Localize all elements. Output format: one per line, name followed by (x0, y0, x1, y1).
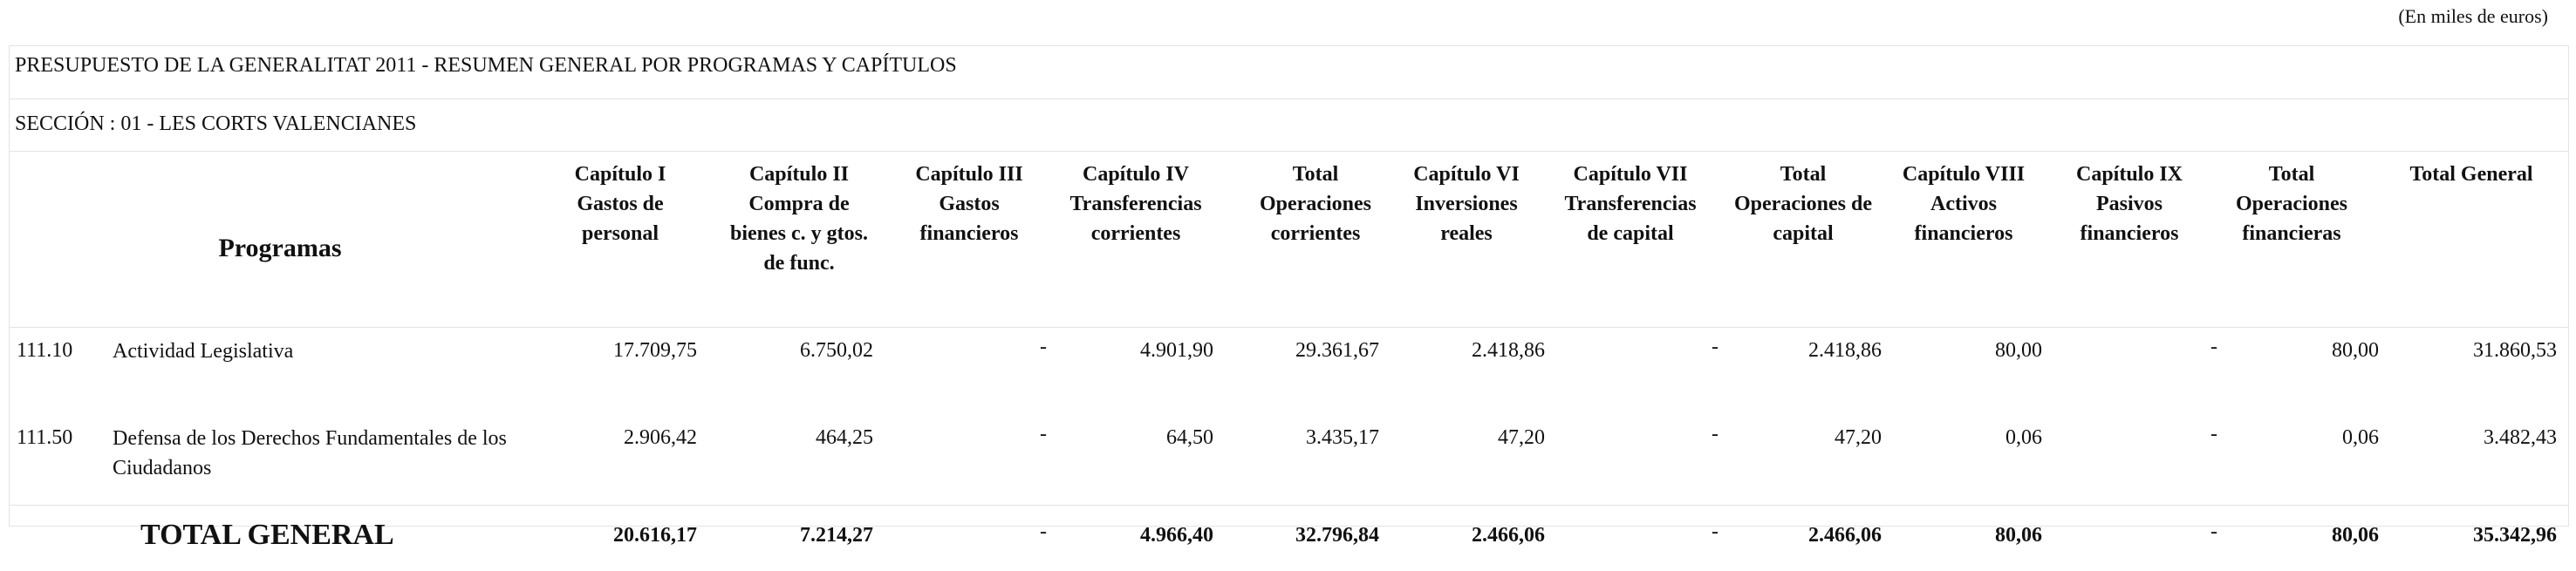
total-row: TOTAL GENERAL 20.616,17 7.214,27 - 4.966,40… (10, 505, 2568, 571)
cell-total-corrientes: 29.361,67 (1295, 339, 1379, 362)
cell-total-general: 3.482,43 (2484, 426, 2557, 449)
programas-header: Programas (218, 234, 342, 262)
column-header-cap6: Capítulo VI Inversiones reales (1413, 163, 1520, 245)
budget-table: PRESUPUESTO DE LA GENERALITAT 2011 - RES… (9, 45, 2569, 551)
title-band: PRESUPUESTO DE LA GENERALITAT 2011 - RES… (10, 46, 2568, 99)
cell-cap7: - (1712, 336, 1718, 358)
cell-cap4: 64,50 (1166, 426, 1213, 449)
cell-total-capital: 2.466,06 (1808, 524, 1882, 547)
cell-total-financieras: 80,00 (2332, 339, 2379, 362)
page-title: PRESUPUESTO DE LA GENERALITAT 2011 - RES… (15, 54, 957, 77)
cell-cap6: 47,20 (1498, 426, 1545, 449)
cell-total-corrientes: 32.796,84 (1295, 524, 1379, 547)
cell-cap1: 20.616,17 (613, 524, 697, 547)
column-header-cap1: Capítulo I Gastos de personal (574, 163, 666, 245)
cell-cap6: 2.466,06 (1472, 524, 1545, 547)
column-header-cap8: Capítulo VIII Activos financieros (1902, 163, 2026, 245)
cell-cap4: 4.966,40 (1140, 524, 1213, 547)
cell-cap3: - (1040, 336, 1047, 358)
cell-cap2: 6.750,02 (800, 339, 873, 362)
section-band: SECCIÓN : 01 - LES CORTS VALENCIANES (10, 99, 2568, 152)
cell-total-capital: 2.418,86 (1808, 339, 1882, 362)
cell-cap8: 80,00 (1995, 339, 2042, 362)
cell-cap7: - (1712, 423, 1718, 445)
column-header-cap4: Capítulo IV Transferencias corrientes (1069, 163, 1202, 245)
cell-total-general: 35.342,96 (2473, 524, 2557, 547)
total-label: TOTAL GENERAL (140, 519, 394, 551)
program-code: 111.50 (17, 426, 73, 449)
program-name: Actividad Legislativa (113, 340, 294, 363)
column-header-total-financieras: Total Operaciones financieras (2236, 163, 2347, 245)
column-header-cap7: Capítulo VII Transferencias de capital (1564, 163, 1697, 245)
cell-cap2: 464,25 (816, 426, 873, 449)
cell-cap3: - (1040, 520, 1047, 543)
cell-total-general: 31.860,53 (2473, 339, 2557, 362)
column-header-total-capital: Total Operaciones de capital (1734, 163, 1872, 245)
table-row: 111.50 Defensa de los Derechos Fundament… (10, 405, 2568, 506)
cell-cap6: 2.418,86 (1472, 339, 1545, 362)
cell-total-financieras: 0,06 (2342, 426, 2379, 449)
cell-cap9: - (2210, 423, 2217, 445)
cell-total-capital: 47,20 (1835, 426, 1882, 449)
column-header-total-corrientes: Total Operaciones corrientes (1260, 163, 1371, 245)
cell-cap7: - (1712, 520, 1718, 543)
program-name: Defensa de los Derechos Fundamentales de… (113, 427, 507, 479)
column-header-cap3: Capítulo III Gastos financieros (915, 163, 1023, 245)
cell-total-corrientes: 3.435,17 (1306, 426, 1379, 449)
table-header: Programas Capítulo I Gastos de personal Cap… (10, 151, 2568, 328)
column-header-cap9: Capítulo IX Pasivos financieros (2075, 163, 2183, 245)
cell-cap9: - (2210, 520, 2217, 543)
cell-cap8: 0,06 (2005, 426, 2042, 449)
cell-cap1: 17.709,75 (613, 339, 697, 362)
cell-cap8: 80,06 (1995, 524, 2042, 547)
units-note: (En miles de euros) (2398, 5, 2548, 27)
cell-cap4: 4.901,90 (1140, 339, 1213, 362)
table-row: 111.10 Actividad Legislativa 17.709,75 6.… (10, 327, 2568, 405)
cell-cap2: 7.214,27 (800, 524, 873, 547)
column-header-total-general: Total General (2409, 163, 2533, 186)
cell-cap3: - (1040, 423, 1047, 445)
column-header-cap2: Capítulo II Compra de bienes c. y gtos. de … (730, 163, 868, 275)
program-code: 111.10 (17, 339, 73, 362)
cell-cap9: - (2210, 336, 2217, 358)
cell-cap1: 2.906,42 (624, 426, 697, 449)
section-label: SECCIÓN : 01 - LES CORTS VALENCIANES (15, 112, 417, 135)
cell-total-financieras: 80,06 (2332, 524, 2379, 547)
